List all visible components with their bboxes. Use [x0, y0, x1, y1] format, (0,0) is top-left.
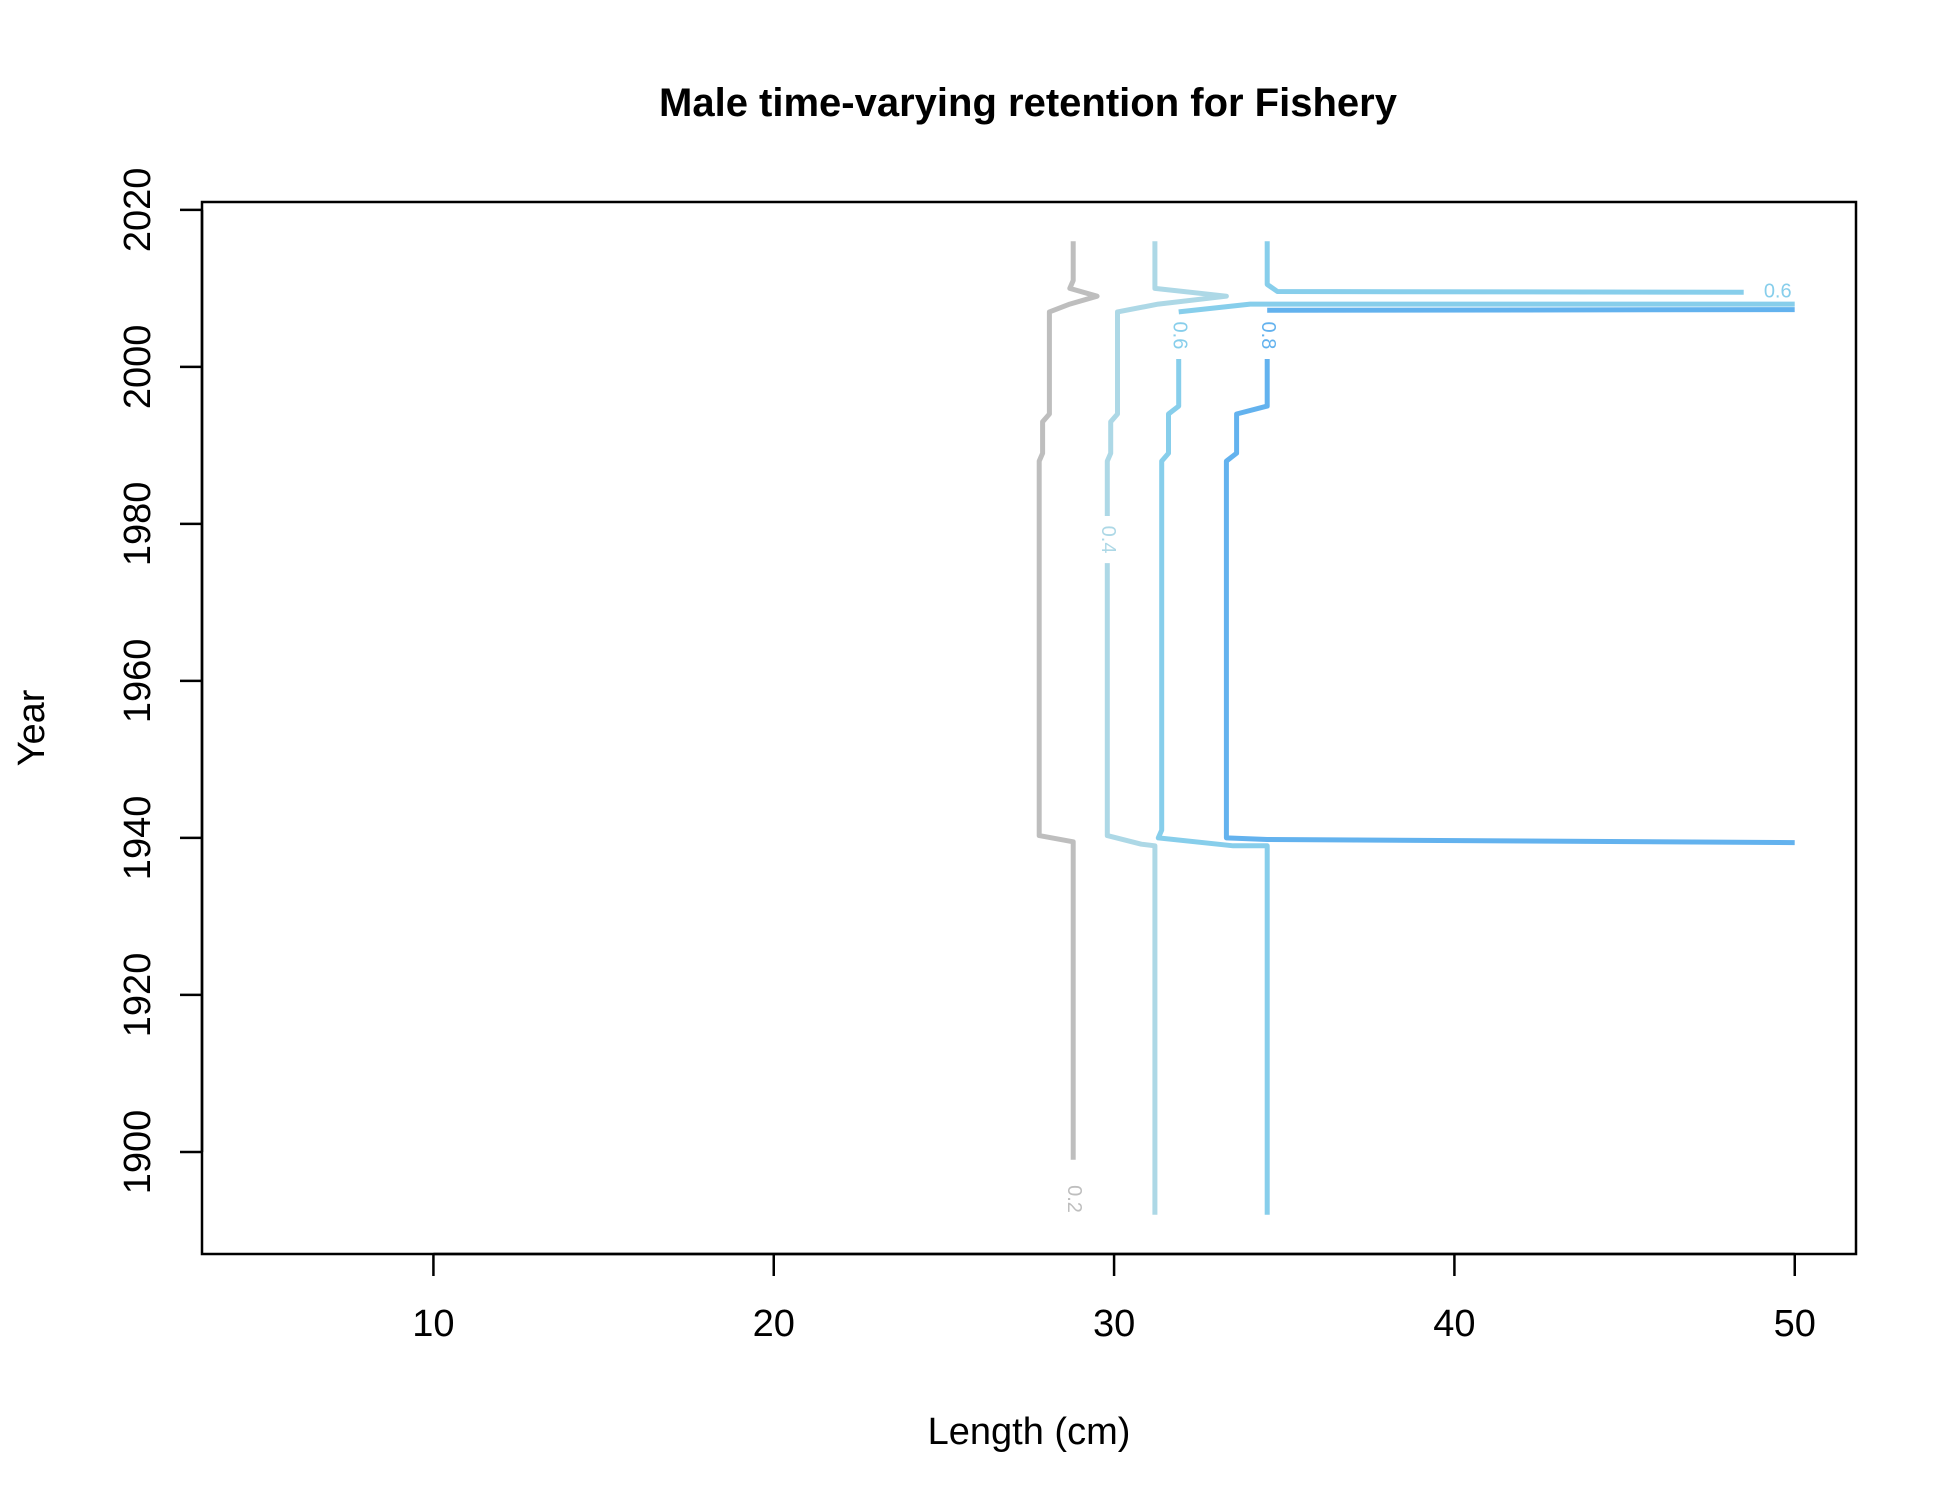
y-axis: 1900 1920 1940 1960 1980 2000 2020	[117, 168, 204, 1195]
contour-level-0-4: 0.4	[1097, 241, 1229, 1215]
y-tick-label: 1940	[117, 796, 159, 881]
x-tick-label: 30	[1093, 1303, 1135, 1345]
plot-frame	[200, 200, 1858, 1256]
y-axis-label: Year	[11, 689, 53, 766]
contour-lines: 0.2 0.4 0.6 0.8 0.6	[1036, 241, 1795, 1215]
contour-level-0-6: 0.6	[1155, 301, 1795, 1215]
contour-line	[1155, 359, 1270, 1215]
contour-line-segment	[1267, 307, 1795, 313]
x-tick-label: 50	[1774, 1303, 1816, 1345]
contour-label: 0.6	[1168, 322, 1190, 350]
contour-label: 0.8	[1257, 322, 1279, 350]
contour-line	[1223, 359, 1795, 846]
contour-level-0-2: 0.2	[1036, 241, 1100, 1213]
x-tick-label: 40	[1433, 1303, 1475, 1345]
contour-label: 0.6	[1764, 281, 1792, 303]
chart-title: Male time-varying retention for Fishery	[659, 81, 1398, 125]
contour-label: 0.2	[1063, 1185, 1085, 1213]
contour-line	[1104, 241, 1229, 516]
x-tick-label: 10	[412, 1303, 454, 1345]
y-tick-label: 2000	[117, 325, 159, 410]
x-axis: 10 20 30 40 50	[412, 1252, 1816, 1345]
x-tick-label: 20	[753, 1303, 795, 1345]
y-tick-label: 1920	[117, 953, 159, 1038]
contour-line-segment	[1178, 301, 1795, 315]
y-tick-label: 1960	[117, 639, 159, 724]
contour-line	[1036, 241, 1100, 1160]
contour-level-0-8: 0.8	[1223, 307, 1795, 846]
contour-level-0-6: 0.6	[1264, 241, 1792, 303]
x-axis-label: Length (cm)	[928, 1411, 1131, 1453]
contour-line	[1264, 241, 1744, 295]
y-tick-label: 2020	[117, 168, 159, 253]
y-tick-label: 1900	[117, 1110, 159, 1195]
contour-label: 0.4	[1097, 526, 1119, 554]
y-tick-label: 1980	[117, 482, 159, 567]
contour-line-segment	[1104, 563, 1158, 1215]
